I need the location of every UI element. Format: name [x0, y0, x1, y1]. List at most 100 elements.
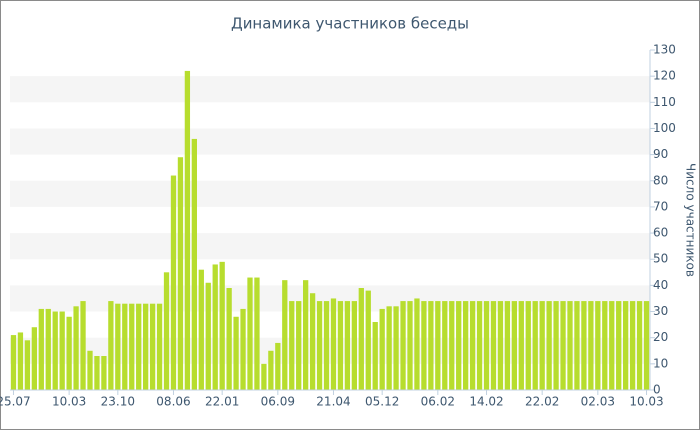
y-tick-label: 20 — [653, 330, 668, 344]
bar — [198, 269, 204, 390]
bar — [268, 350, 274, 390]
bar — [226, 288, 232, 390]
bar — [609, 301, 615, 390]
chart-title: Динамика участников беседы — [231, 15, 469, 33]
bar — [358, 288, 364, 390]
bar — [379, 308, 385, 390]
x-tick-label: 21.04 — [316, 395, 350, 409]
bar — [574, 301, 580, 390]
bar — [129, 303, 135, 390]
bar — [87, 350, 93, 390]
bar — [122, 303, 128, 390]
x-tick-label: 06.02 — [421, 395, 455, 409]
bar — [421, 301, 427, 390]
grid-band — [10, 128, 650, 155]
bar — [247, 277, 253, 390]
bar — [483, 301, 490, 390]
bar — [323, 301, 330, 390]
bar — [595, 301, 601, 390]
y-tick-label: 120 — [653, 69, 676, 83]
bar — [261, 363, 267, 390]
x-tick-label: 06.09 — [261, 395, 295, 409]
bar — [463, 301, 469, 390]
bar — [602, 301, 608, 390]
bar — [636, 301, 643, 390]
bar — [511, 301, 517, 390]
bar — [219, 261, 225, 390]
bar — [316, 301, 323, 390]
bar — [532, 301, 538, 390]
bar — [45, 308, 51, 390]
x-tick-label: 22.01 — [205, 395, 239, 409]
bar — [282, 280, 288, 390]
bar — [553, 301, 559, 390]
bar — [156, 303, 163, 390]
bar — [490, 301, 497, 390]
grid-band — [10, 233, 650, 260]
x-tick-label: 22.02 — [525, 395, 559, 409]
bar — [73, 306, 79, 390]
y-tick-label: 100 — [653, 121, 676, 135]
x-tick-label: 25.07 — [0, 395, 31, 409]
bar — [143, 303, 149, 390]
x-tick-label: 14.02 — [469, 395, 503, 409]
bar — [386, 306, 392, 390]
x-tick-label: 10.03 — [52, 395, 86, 409]
bar — [289, 301, 295, 390]
bar — [525, 301, 531, 390]
bar — [233, 316, 239, 390]
bar — [539, 301, 545, 390]
bar — [449, 301, 455, 390]
bar — [623, 301, 629, 390]
bar — [52, 311, 58, 390]
bar — [115, 303, 121, 390]
bar — [560, 301, 566, 390]
bar — [581, 301, 587, 390]
bar — [296, 301, 302, 390]
bar — [303, 280, 309, 390]
y-tick-label: 40 — [653, 278, 668, 292]
bar — [24, 340, 31, 390]
bar — [191, 138, 197, 390]
x-tick-label: 08.06 — [156, 395, 190, 409]
y-tick-label: 130 — [653, 43, 676, 57]
x-tick-label: 23.10 — [101, 395, 135, 409]
bar — [497, 301, 504, 390]
bar — [442, 301, 448, 390]
y-tick-label: 30 — [653, 304, 668, 318]
bar — [212, 264, 218, 390]
x-tick-label: 05.12 — [365, 395, 399, 409]
y-tick-label: 90 — [653, 147, 668, 161]
bar — [330, 298, 337, 390]
bar — [170, 175, 177, 390]
bar — [108, 301, 114, 390]
grid-band — [10, 180, 650, 207]
bar — [38, 308, 44, 390]
bar — [407, 301, 413, 390]
bar — [393, 306, 399, 390]
bar — [177, 157, 184, 390]
bar — [469, 301, 476, 390]
bar — [504, 301, 511, 390]
bar — [365, 290, 371, 390]
bar — [149, 303, 156, 390]
y-tick-label: 60 — [653, 226, 668, 240]
bar — [588, 301, 594, 390]
bar — [254, 277, 260, 390]
bar — [94, 356, 100, 390]
bar — [10, 335, 17, 390]
y-tick-label: 110 — [653, 95, 676, 109]
bar — [428, 301, 434, 390]
bar — [240, 308, 246, 390]
bar — [136, 303, 142, 390]
bar — [476, 301, 483, 390]
bar — [643, 301, 650, 390]
y-axis-label: Число участников — [684, 163, 698, 277]
bar — [163, 272, 170, 390]
y-tick-label: 0 — [653, 383, 661, 397]
bar — [546, 301, 552, 390]
bar — [616, 301, 622, 390]
bar — [351, 301, 357, 390]
